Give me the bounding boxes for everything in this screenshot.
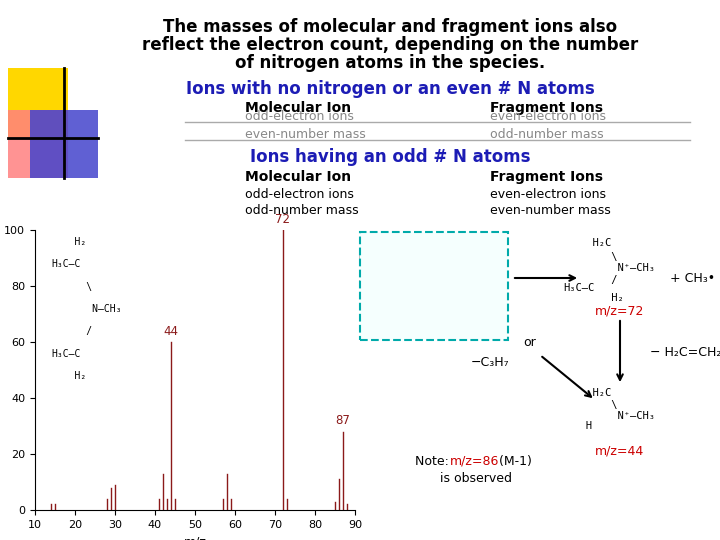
Text: H₃C–C: H₃C–C xyxy=(51,259,81,269)
Text: m/z=87: m/z=87 xyxy=(390,310,440,323)
Text: odd-electron ions: odd-electron ions xyxy=(245,111,354,124)
Text: H₂: H₂ xyxy=(51,371,86,381)
Text: or: or xyxy=(523,335,536,348)
Bar xyxy=(8,110,68,178)
Text: \⁺: \⁺ xyxy=(383,262,427,272)
Text: odd-number mass: odd-number mass xyxy=(490,129,603,141)
Text: H₃C–C: H₃C–C xyxy=(51,349,81,359)
Text: H₃C–C: H₃C–C xyxy=(358,280,390,290)
Text: m/z=44: m/z=44 xyxy=(595,445,644,458)
Text: − H₂C=CH₂: − H₂C=CH₂ xyxy=(650,346,720,359)
Text: odd-electron ions: odd-electron ions xyxy=(245,188,354,201)
Text: H₂: H₂ xyxy=(580,293,624,303)
Text: H₂C: H₂C xyxy=(580,388,611,398)
Text: N–CH₃: N–CH₃ xyxy=(51,304,122,314)
Text: + CH₃•: + CH₃• xyxy=(670,272,715,285)
Text: N–CH₃: N–CH₃ xyxy=(375,272,438,282)
Text: Note:: Note: xyxy=(415,455,453,468)
Text: Fragment Ions: Fragment Ions xyxy=(490,170,603,184)
Text: 44: 44 xyxy=(163,325,179,338)
Text: H₂C: H₂C xyxy=(580,238,611,248)
Text: H₃C–C: H₃C–C xyxy=(358,254,390,264)
Text: The masses of molecular and fragment ions also: The masses of molecular and fragment ion… xyxy=(163,18,617,36)
Text: 72: 72 xyxy=(276,213,290,226)
Text: even-electron ions: even-electron ions xyxy=(490,188,606,201)
Text: of nitrogen atoms in the species.: of nitrogen atoms in the species. xyxy=(235,54,545,72)
Text: H: H xyxy=(567,421,592,431)
Text: H₂: H₂ xyxy=(375,243,419,253)
Text: even-number mass: even-number mass xyxy=(245,129,366,141)
Text: Fragment Ions: Fragment Ions xyxy=(490,101,603,115)
Bar xyxy=(8,68,68,140)
X-axis label: m/z: m/z xyxy=(184,535,207,540)
Text: H₃C–C: H₃C–C xyxy=(563,283,594,293)
Text: \: \ xyxy=(580,252,618,262)
Text: Molecular Ion: Molecular Ion xyxy=(245,170,351,184)
Text: \: \ xyxy=(51,281,92,292)
Bar xyxy=(30,110,98,178)
Text: even-electron ions: even-electron ions xyxy=(490,111,606,124)
Text: \: \ xyxy=(580,400,618,410)
Text: Ions having an odd # N atoms: Ions having an odd # N atoms xyxy=(250,148,530,166)
Text: H₂: H₂ xyxy=(375,290,419,300)
Text: even-number mass: even-number mass xyxy=(490,204,611,217)
Text: (M-1): (M-1) xyxy=(495,455,532,468)
Text: molecular ion: molecular ion xyxy=(372,325,458,338)
Text: Molecular Ion: Molecular Ion xyxy=(245,101,351,115)
Text: odd-number mass: odd-number mass xyxy=(245,204,359,217)
Text: /: / xyxy=(580,275,618,285)
Text: −C₃H₇: −C₃H₇ xyxy=(471,355,509,368)
Text: N⁺–CH₃: N⁺–CH₃ xyxy=(580,263,655,273)
Text: /: / xyxy=(51,326,92,336)
Text: is observed: is observed xyxy=(440,472,512,485)
Text: Ions with no nitrogen or an even # N atoms: Ions with no nitrogen or an even # N ato… xyxy=(186,80,595,98)
Text: N⁺–CH₃: N⁺–CH₃ xyxy=(580,411,655,421)
Text: m/z=86: m/z=86 xyxy=(450,455,500,468)
Text: 87: 87 xyxy=(336,414,351,427)
Text: H₂: H₂ xyxy=(51,237,86,247)
Text: m/z=72: m/z=72 xyxy=(595,305,644,318)
Text: reflect the electron count, depending on the number: reflect the electron count, depending on… xyxy=(142,36,638,54)
